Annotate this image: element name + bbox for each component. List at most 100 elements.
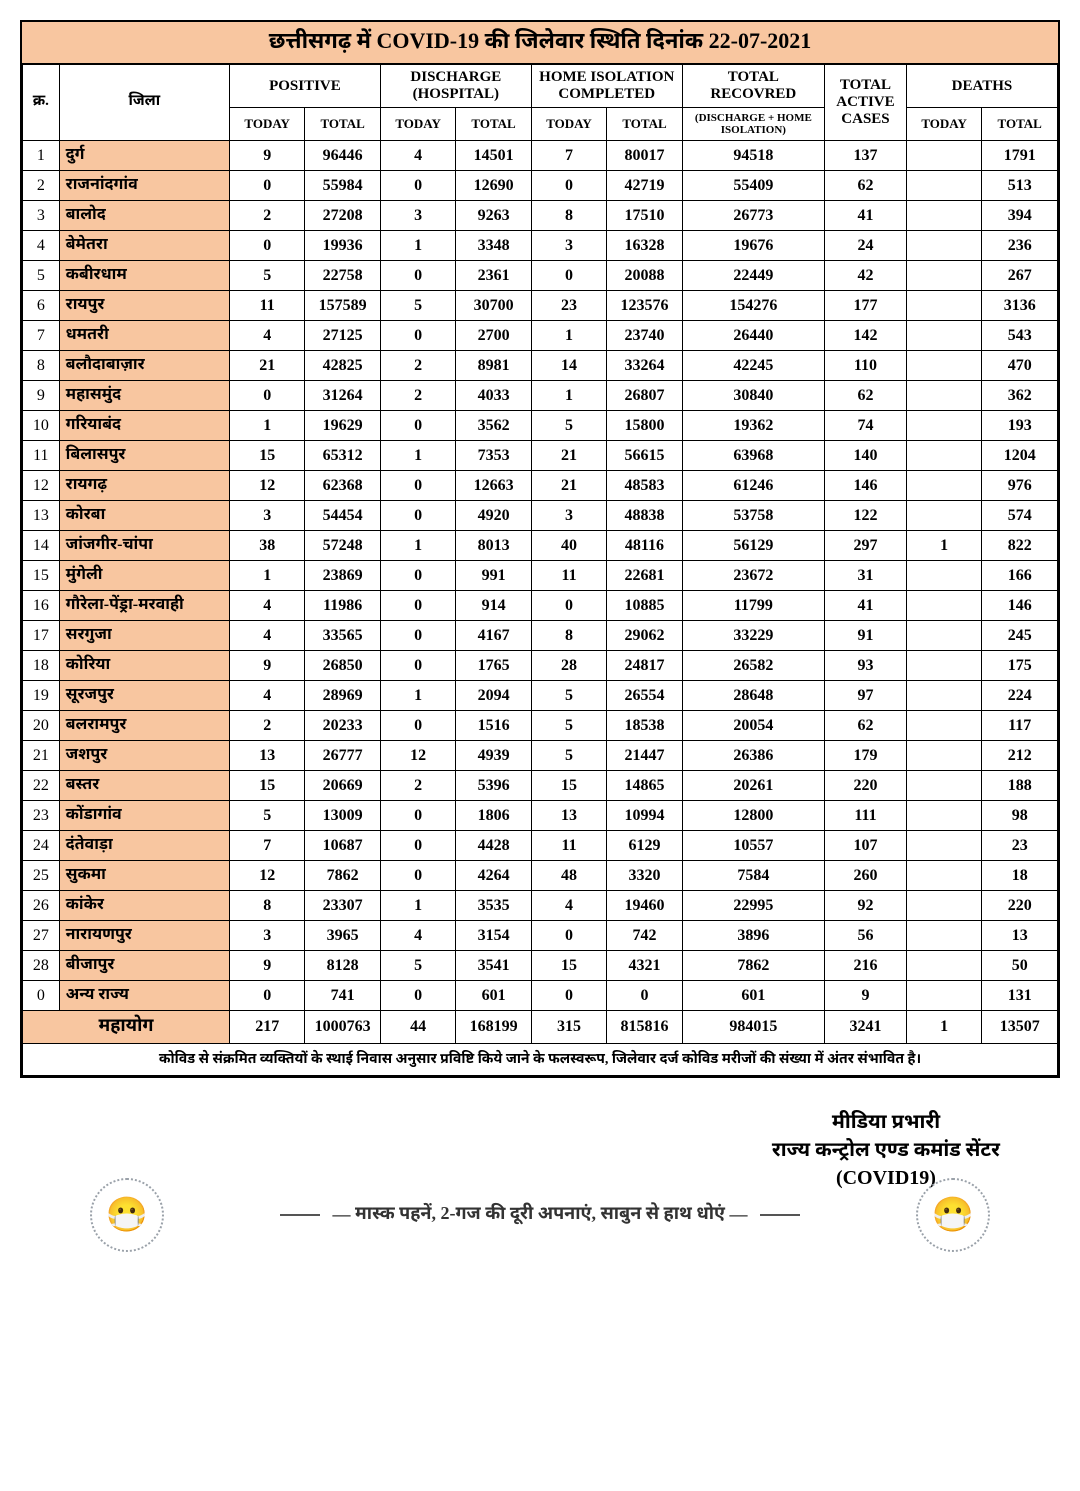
cell [906, 681, 981, 711]
cell [906, 771, 981, 801]
cell: 2 [380, 381, 455, 411]
cell: 11986 [305, 591, 380, 621]
cell: 7 [23, 321, 60, 351]
hdr-pos-total: TOTAL [305, 108, 380, 141]
cell: 15 [229, 771, 304, 801]
cell: 0 [531, 171, 606, 201]
cell: 976 [982, 471, 1058, 501]
cell: 4 [380, 141, 455, 171]
cell: 62 [825, 381, 907, 411]
cell: 33565 [305, 621, 380, 651]
cell: 14 [531, 351, 606, 381]
cell: 0 [229, 171, 304, 201]
cell: 17510 [607, 201, 682, 231]
cell [906, 561, 981, 591]
cell: गौरेला-पेंड्रा-मरवाही [59, 591, 229, 621]
cell: 11799 [682, 591, 824, 621]
grand-rec: 984015 [682, 1011, 824, 1044]
cell: 5396 [456, 771, 531, 801]
cell: 9 [229, 651, 304, 681]
cell: 9 [229, 951, 304, 981]
cell: 21 [229, 351, 304, 381]
cell: 13 [531, 801, 606, 831]
cell: 4264 [456, 861, 531, 891]
cell: 2 [23, 171, 60, 201]
table-row: 23कोंडागांव5130090180613109941280011198 [23, 801, 1058, 831]
cell: 3348 [456, 231, 531, 261]
cell: 24 [23, 831, 60, 861]
cell: 23672 [682, 561, 824, 591]
cell: 0 [380, 831, 455, 861]
cell: 23 [982, 831, 1058, 861]
table-row: 8बलौदाबाज़ार2142825289811433264422451104… [23, 351, 1058, 381]
cell: 914 [456, 591, 531, 621]
cell: 601 [456, 981, 531, 1011]
cell: 28648 [682, 681, 824, 711]
cell: 48116 [607, 531, 682, 561]
cell: 1806 [456, 801, 531, 831]
cell: 8 [531, 621, 606, 651]
cell: अन्य राज्य [59, 981, 229, 1011]
cell: 56615 [607, 441, 682, 471]
cell [906, 981, 981, 1011]
cell [906, 921, 981, 951]
cell: 177 [825, 291, 907, 321]
cell: 9 [229, 141, 304, 171]
table-row: 4बेमेतरा019936133483163281967624236 [23, 231, 1058, 261]
cell: 23740 [607, 321, 682, 351]
cell: कोरिया [59, 651, 229, 681]
cell: 56 [825, 921, 907, 951]
cell: 362 [982, 381, 1058, 411]
cell: बिलासपुर [59, 441, 229, 471]
cell: 107 [825, 831, 907, 861]
cell: 3896 [682, 921, 824, 951]
cell: 16328 [607, 231, 682, 261]
table-row: 12रायगढ़1262368012663214858361246146976 [23, 471, 1058, 501]
cell: 11 [229, 291, 304, 321]
cell: 154276 [682, 291, 824, 321]
grand-dt: 44 [380, 1011, 455, 1044]
cell: 110 [825, 351, 907, 381]
cell: 3535 [456, 891, 531, 921]
cell: 4 [229, 321, 304, 351]
cell: 26777 [305, 741, 380, 771]
cell: 0 [229, 231, 304, 261]
cell [906, 291, 981, 321]
cell: 4 [23, 231, 60, 261]
cell: 19629 [305, 411, 380, 441]
cell: 1204 [982, 441, 1058, 471]
cell: 5 [380, 951, 455, 981]
cell: 6 [23, 291, 60, 321]
cell: 236 [982, 231, 1058, 261]
cell: 4 [229, 621, 304, 651]
cell: 267 [982, 261, 1058, 291]
cell: महासमुंद [59, 381, 229, 411]
media-line2: राज्य कन्ट्रोल एण्ड कमांड सेंटर [772, 1136, 1000, 1164]
hdr-active: TOTAL ACTIVE CASES [825, 65, 907, 141]
hdr-positive: POSITIVE [229, 65, 380, 108]
cell: 2 [380, 771, 455, 801]
table-row: 10गरियाबंद119629035625158001936274193 [23, 411, 1058, 441]
cell: 7353 [456, 441, 531, 471]
cell: 4920 [456, 501, 531, 531]
table-header: क्र. जिला POSITIVE DISCHARGE (HOSPITAL) … [23, 65, 1058, 141]
cell: 9 [825, 981, 907, 1011]
cell: 991 [456, 561, 531, 591]
cell: 23 [531, 291, 606, 321]
cell: 216 [825, 951, 907, 981]
cell: 0 [229, 381, 304, 411]
cell: 28 [23, 951, 60, 981]
cell: 3136 [982, 291, 1058, 321]
cell: 122 [825, 501, 907, 531]
cell: 175 [982, 651, 1058, 681]
cell: 188 [982, 771, 1058, 801]
cell: 61246 [682, 471, 824, 501]
slogan-text: मास्क पहनें, 2-गज की दूरी अपनाएं, साबुन … [355, 1203, 725, 1223]
cell [906, 741, 981, 771]
cell: 53758 [682, 501, 824, 531]
cell: बलरामपुर [59, 711, 229, 741]
cell: 26850 [305, 651, 380, 681]
cell: 1 [906, 531, 981, 561]
cell: 3 [531, 231, 606, 261]
cell: 0 [531, 981, 606, 1011]
